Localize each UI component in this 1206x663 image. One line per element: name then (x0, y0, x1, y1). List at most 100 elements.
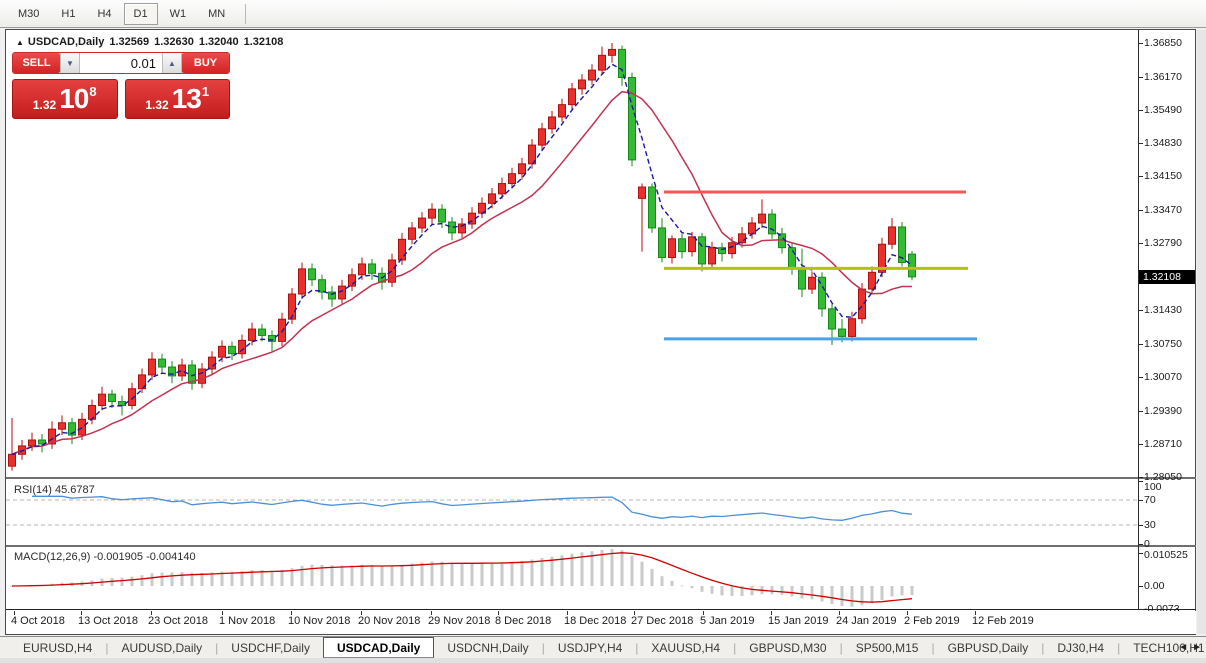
candle-body (338, 285, 346, 300)
macd-histogram-bar (860, 586, 864, 606)
macd-histogram-bar (390, 565, 394, 586)
price-axis-tick (1138, 209, 1143, 211)
price-axis-label: 1.30750 (1144, 337, 1182, 350)
macd-histogram-bar (550, 556, 554, 586)
candle-body (908, 253, 916, 278)
macd-histogram-bar (510, 561, 514, 586)
timeframe-bar: M30 H1 H4 D1 W1 MN (0, 0, 1206, 28)
candle-body (8, 453, 16, 467)
macd-histogram-bar (410, 563, 414, 586)
price-axis-label: 1.33470 (1144, 203, 1182, 216)
candle-body (418, 217, 426, 229)
date-tick (431, 611, 432, 615)
symbol-tab-audusd-daily[interactable]: AUDUSD,Daily (121, 640, 203, 655)
panel-separator-rsi[interactable] (6, 477, 1196, 479)
candle-body (728, 242, 736, 255)
candle-body (78, 418, 86, 436)
candle-body (368, 263, 376, 274)
price-axis-label: 1.34830 (1144, 136, 1182, 149)
candle-body (768, 213, 776, 235)
timeframe-tab-h4[interactable]: H4 (97, 7, 112, 20)
date-label: 13 Oct 2018 (78, 615, 138, 627)
timeframe-tab-h1[interactable]: H1 (61, 7, 76, 20)
macd-histogram-bar (190, 572, 194, 586)
macd-histogram-bar (880, 586, 884, 601)
symbol-tab-gbpusd-daily[interactable]: GBPUSD,Daily (947, 640, 1029, 655)
macd-histogram-bar (790, 586, 794, 597)
macd-histogram-bar (270, 570, 274, 586)
date-tick (498, 611, 499, 615)
symbol-tab-dj30-h4[interactable]: DJ30,H4 (1057, 640, 1105, 655)
rsi-axis-tick (1138, 481, 1143, 483)
symbol-tab-sp500-m15[interactable]: SP500,M15 (855, 640, 919, 655)
scrollbar-gutter[interactable] (1197, 30, 1206, 634)
date-axis[interactable]: 4 Oct 2018 13 Oct 2018 23 Oct 2018 1 Nov 20… (6, 611, 1196, 634)
symbol-tab-usdchf-daily[interactable]: USDCHF,Daily (231, 640, 310, 655)
macd-histogram-bar (630, 555, 634, 586)
sell-price-sup: 8 (89, 83, 97, 99)
tab-scroll-left-icon[interactable]: ◄ (1178, 641, 1189, 653)
symbol-tab-separator: | (215, 640, 219, 655)
candle-body (708, 247, 716, 265)
symbol-tab-usdcnh-daily[interactable]: USDCNH,Daily (447, 640, 529, 655)
date-tick (361, 611, 362, 615)
candle-body (108, 393, 116, 403)
candle-body (608, 48, 616, 56)
volume-decrease-button[interactable]: ▼ (60, 53, 80, 73)
sell-quote-box[interactable]: 1.32 10 8 (12, 79, 118, 119)
symbol-tab-tech100-h1[interactable]: TECH100,H1 (1133, 640, 1205, 655)
price-axis-label: 1.28710 (1144, 438, 1182, 451)
timeframe-tab-d1[interactable]: D1 (123, 2, 158, 25)
macd-histogram-bar (260, 570, 264, 586)
macd-histogram-bar (400, 564, 404, 586)
rsi-indicator-chart[interactable] (6, 480, 1138, 545)
macd-histogram-bar (710, 586, 714, 594)
tab-scroll-right-icon[interactable]: ► (1192, 641, 1202, 653)
buy-quote-box[interactable]: 1.32 13 1 (124, 79, 230, 119)
rsi-line (32, 495, 913, 521)
symbol-tab-usdjpy-h4[interactable]: USDJPY,H4 (557, 640, 623, 655)
rsi-axis-label: 70 (1144, 494, 1156, 506)
volume-input[interactable] (80, 53, 162, 73)
volume-increase-button[interactable]: ▲ (162, 53, 182, 73)
timeframe-tab-w1[interactable]: W1 (169, 7, 187, 20)
candle-body (388, 259, 396, 283)
candle-body (888, 226, 896, 245)
candle-body (58, 422, 66, 430)
symbol-tab-xauusd-h4[interactable]: XAUUSD,H4 (651, 640, 721, 655)
candle-body (148, 358, 156, 376)
main-price-chart[interactable] (6, 30, 1138, 478)
buy-button[interactable]: BUY (182, 53, 229, 73)
collapse-icon[interactable]: ▲ (16, 38, 24, 47)
candle-body (558, 104, 566, 118)
macd-histogram-bar (870, 586, 874, 604)
macd-histogram-bar (780, 586, 784, 595)
macd-histogram-bar (600, 549, 604, 586)
timeframe-tab-mn[interactable]: MN (208, 7, 226, 20)
candle-body (228, 345, 236, 355)
date-label: 24 Jan 2019 (836, 615, 897, 627)
sell-button[interactable]: SELL (13, 53, 60, 73)
macd-histogram-bar (730, 586, 734, 597)
trade-controls-row: SELL ▼ ▲ BUY (12, 52, 230, 74)
macd-histogram-bar (900, 586, 904, 596)
date-label: 1 Nov 2018 (219, 615, 276, 627)
symbol-tab-usdcad-daily[interactable]: USDCAD,Daily (322, 637, 435, 658)
candle-body (28, 439, 36, 447)
panel-separator-macd[interactable] (6, 545, 1196, 547)
macd-histogram-bar (490, 562, 494, 586)
macd-histogram-bar (180, 572, 184, 586)
price-axis-label: 1.34150 (1144, 170, 1182, 183)
symbol-tab-eurusd-h4[interactable]: EURUSD,H4 (23, 640, 93, 655)
macd-histogram-bar (170, 572, 174, 586)
macd-indicator-chart[interactable] (6, 548, 1138, 610)
symbol-tab-gbpusd-m30[interactable]: GBPUSD,M30 (749, 640, 827, 655)
macd-histogram-bar (610, 549, 614, 586)
symbol-tab-bar: EURUSD,H4 | AUDUSD,Daily | USDCHF,Daily USDCA… (0, 636, 1206, 658)
candle-body (68, 422, 76, 436)
date-label: 23 Oct 2018 (148, 615, 208, 627)
candle-body (868, 271, 876, 290)
timeframe-tab-m30[interactable]: M30 (18, 7, 40, 20)
ohlc-high: 1.32630 (154, 36, 194, 48)
candle-body (618, 48, 626, 79)
